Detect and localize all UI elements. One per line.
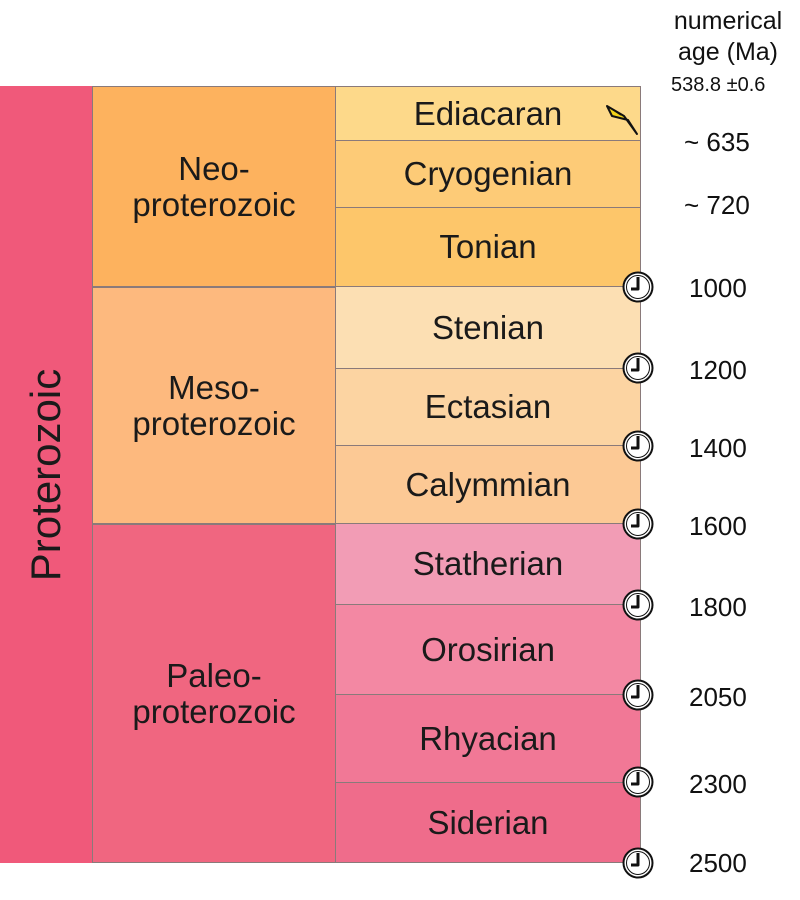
age-label: ~ 720 <box>684 190 750 220</box>
clock-icon <box>622 766 654 798</box>
period-label: Rhyacian <box>419 719 557 757</box>
period-label: Stenian <box>432 308 544 346</box>
period-label: Cryogenian <box>403 155 573 192</box>
clock-icon <box>622 352 654 384</box>
age-label: 1800 <box>689 592 747 622</box>
age-label: 1600 <box>689 511 747 541</box>
era-paleoproterozoic: Paleo- proterozoic <box>92 524 336 863</box>
clock-icon <box>622 430 654 462</box>
age-column-header: numerical age (Ma) <box>656 6 800 68</box>
age-top: 538.8 ±0.6 <box>671 74 766 96</box>
clock-icon <box>622 679 654 711</box>
period-label: Siderian <box>427 803 549 841</box>
clock-icon <box>622 847 654 879</box>
era-label: Paleo- proterozoic <box>132 656 296 730</box>
eon-label: Proterozoic <box>22 368 70 581</box>
period-label: Statherian <box>412 545 564 582</box>
age-label: 2500 <box>689 848 747 878</box>
period-tonian: Tonian <box>335 207 641 287</box>
age-label: 1000 <box>689 273 747 303</box>
era-neoproterozoic: Neo- proterozoic <box>92 86 336 287</box>
eon-proterozoic: Proterozoic <box>0 86 93 863</box>
period-rhyacian: Rhyacian <box>335 694 641 783</box>
period-calymmian: Calymmian <box>335 445 641 524</box>
period-ectasian: Ectasian <box>335 368 641 446</box>
age-label: ~ 635 <box>684 127 750 157</box>
period-label: Tonian <box>439 228 537 265</box>
age-label: 1400 <box>689 433 747 463</box>
era-mesoproterozoic: Meso- proterozoic <box>92 287 336 524</box>
header-line-1: numerical <box>673 7 783 35</box>
period-label: Ediacaran <box>413 94 563 132</box>
period-ediacaran: Ediacaran <box>335 86 641 141</box>
era-label: Neo- proterozoic <box>132 149 296 223</box>
period-cryogenian: Cryogenian <box>335 140 641 208</box>
period-stenian: Stenian <box>335 286 641 369</box>
period-statherian: Statherian <box>335 523 641 605</box>
age-label: 2050 <box>689 682 747 712</box>
clock-icon <box>622 508 654 540</box>
era-label: Meso- proterozoic <box>132 368 296 442</box>
clock-icon <box>622 271 654 303</box>
period-label: Calymmian <box>405 465 571 503</box>
age-label: 2300 <box>689 769 747 799</box>
period-label: Ectasian <box>424 388 552 425</box>
period-label: Orosirian <box>421 630 555 668</box>
golden-spike-icon <box>606 105 638 135</box>
clock-icon <box>622 589 654 621</box>
header-line-2: age (Ma) <box>677 38 779 66</box>
period-orosirian: Orosirian <box>335 604 641 695</box>
period-siderian: Siderian <box>335 782 641 863</box>
age-label: 1200 <box>689 355 747 385</box>
